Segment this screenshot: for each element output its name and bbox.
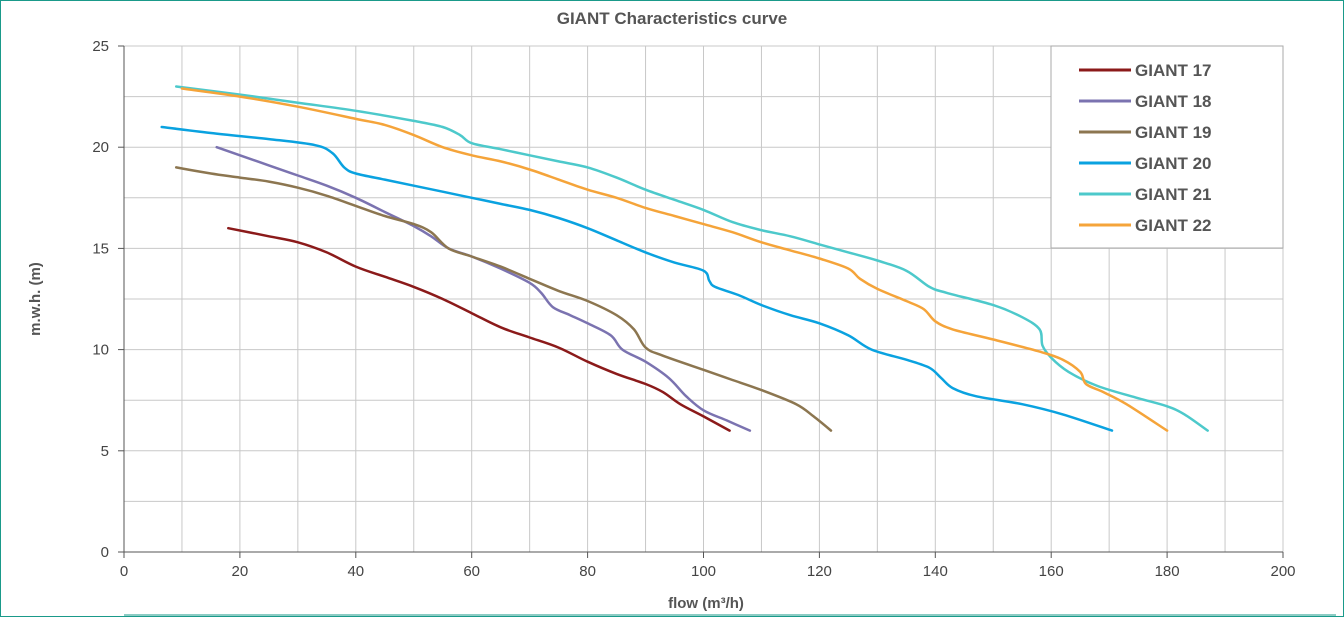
- x-tick-label: 20: [232, 563, 249, 580]
- legend-box: [1050, 45, 1284, 249]
- legend-label-giant-17: GIANT 17: [1135, 61, 1212, 80]
- series-line-giant-17: [227, 226, 731, 432]
- series-lines: [160, 85, 1209, 432]
- axes: 0 20 40 60 80 100 120 140 160 180 200 0 5 10 15 20 25: [92, 38, 1295, 580]
- series-line-giant-18: [215, 145, 752, 432]
- y-tick-label: 20: [92, 139, 109, 156]
- legend-label-giant-19: GIANT 19: [1135, 123, 1212, 142]
- x-tick-label: 40: [347, 563, 364, 580]
- y-tick-label: 5: [101, 443, 109, 460]
- x-tick-label: 80: [579, 563, 596, 580]
- y-tick-label: 25: [92, 38, 109, 55]
- y-tick-label: 10: [92, 342, 109, 359]
- x-tick-label: 140: [923, 563, 948, 580]
- x-tick-label: 0: [120, 563, 128, 580]
- x-tick-label: 200: [1270, 563, 1295, 580]
- x-tick-label: 180: [1155, 563, 1180, 580]
- x-axis-label: flow (m³/h): [668, 595, 744, 612]
- x-tick-label: 60: [463, 563, 480, 580]
- series-line-giant-20: [160, 125, 1114, 432]
- legend: GIANT 17 GIANT 18 GIANT 19 GIANT 20 GIANT 21…: [1050, 45, 1284, 249]
- x-tick-label: 160: [1039, 563, 1064, 580]
- x-tick-label: 100: [691, 563, 716, 580]
- series-line-giant-22: [180, 87, 1169, 432]
- legend-label-giant-18: GIANT 18: [1135, 92, 1212, 111]
- legend-label-giant-21: GIANT 21: [1135, 185, 1212, 204]
- x-tick-label: 120: [807, 563, 832, 580]
- legend-label-giant-22: GIANT 22: [1135, 216, 1212, 235]
- y-tick-label: 0: [101, 544, 109, 561]
- y-tick-label: 15: [92, 240, 109, 257]
- series-line-giant-21: [174, 85, 1209, 432]
- legend-label-giant-20: GIANT 20: [1135, 154, 1212, 173]
- y-axis-label: m.w.h. (m): [27, 262, 44, 336]
- chart-title: GIANT Characteristics curve: [557, 9, 788, 28]
- series-line-giant-19: [174, 166, 833, 432]
